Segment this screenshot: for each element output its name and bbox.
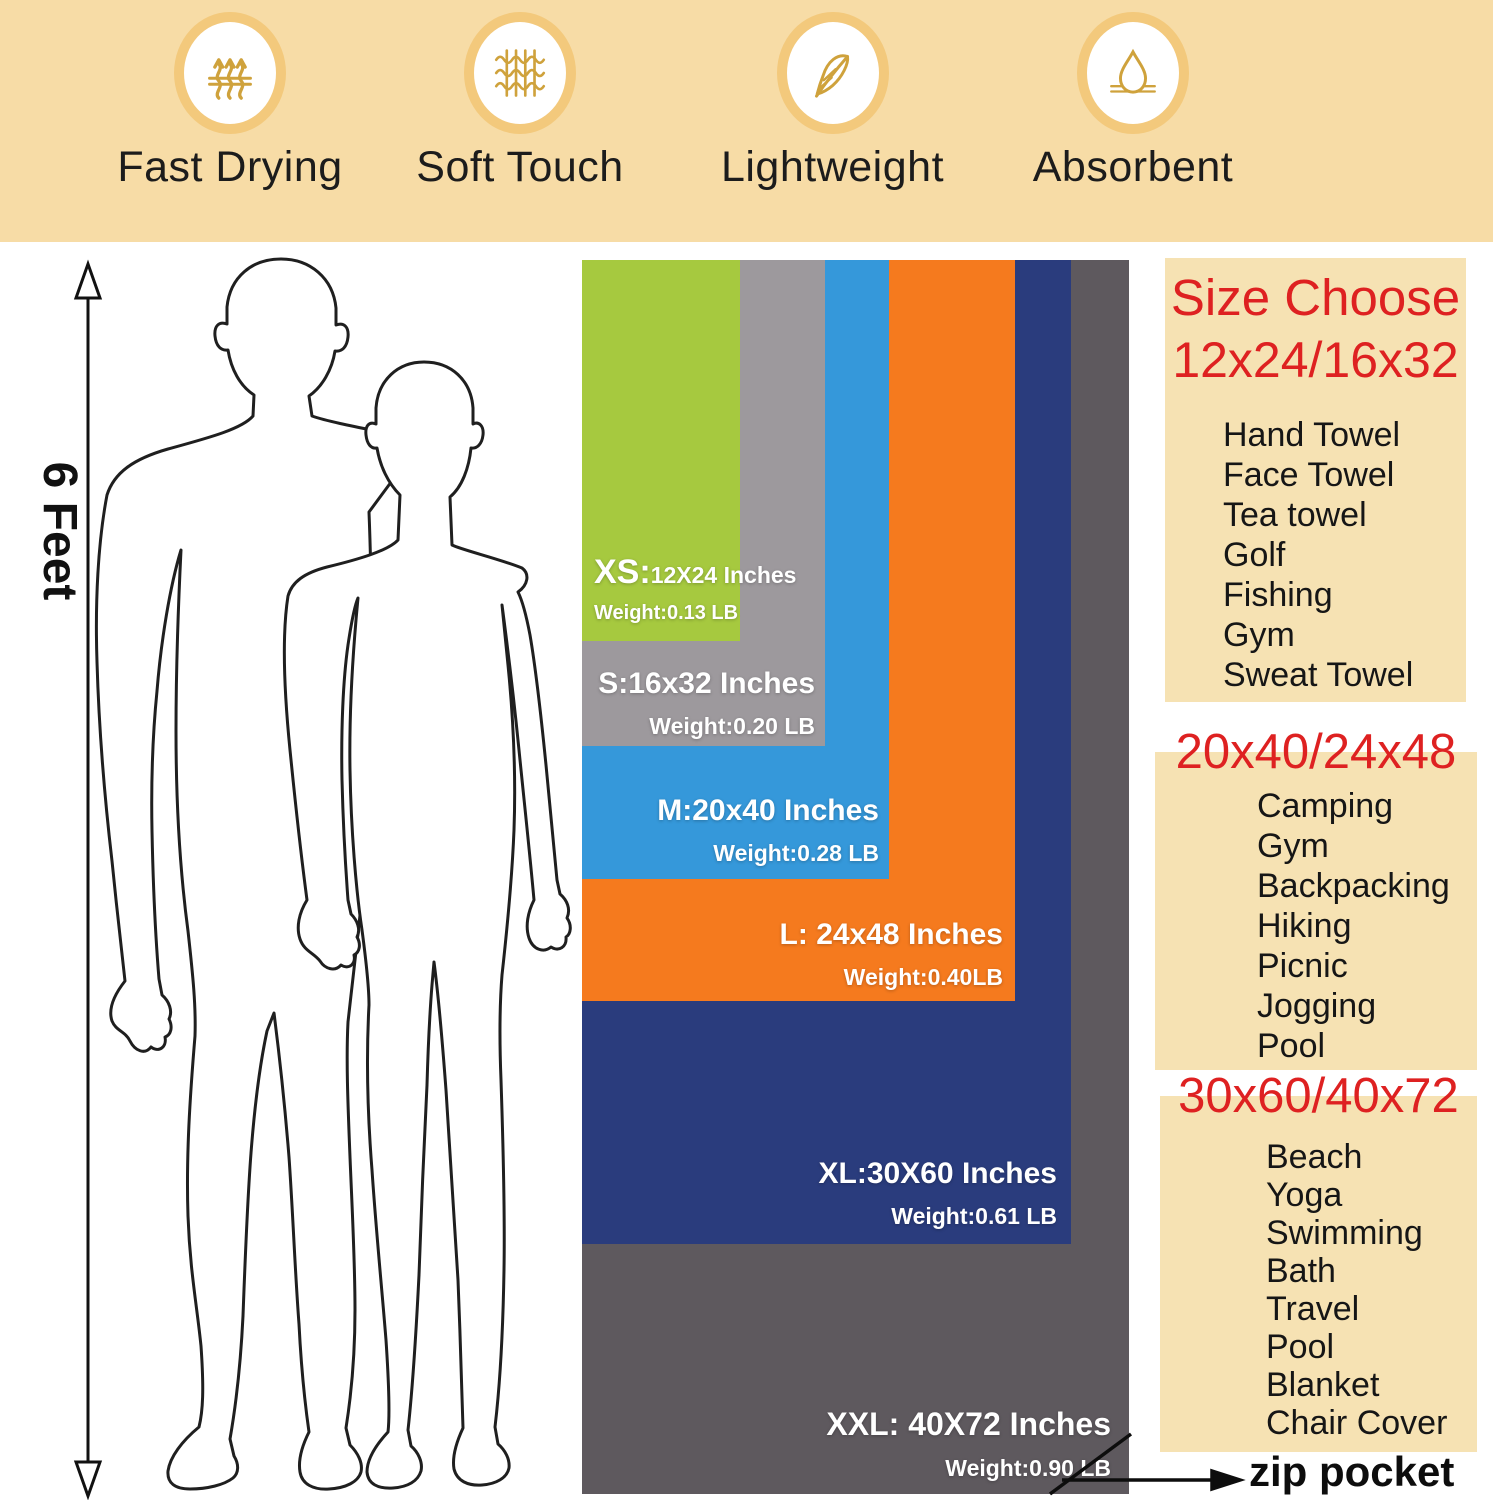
feature-label: Lightweight bbox=[720, 143, 945, 191]
size-uses-box-large: 30x60/40x72 Beach Yoga Swimming Bath Tra… bbox=[1160, 1069, 1477, 1452]
list-item: Backpacking bbox=[1257, 867, 1450, 905]
list-item: Pool bbox=[1257, 1027, 1326, 1065]
water-drop-icon bbox=[1110, 48, 1156, 94]
list-item: Hiking bbox=[1257, 907, 1352, 945]
list-item: Travel bbox=[1266, 1290, 1360, 1328]
feature-label: Fast Drying bbox=[117, 143, 343, 191]
absorbent-badge bbox=[1077, 12, 1189, 134]
feature-absorbent: Absorbent bbox=[1008, 0, 1258, 242]
zip-pocket-label: zip pocket bbox=[1249, 1448, 1455, 1495]
feature-label: Absorbent bbox=[1032, 143, 1234, 191]
list-item: Picnic bbox=[1257, 947, 1348, 985]
zip-pocket-pointer bbox=[1048, 1432, 1246, 1496]
woman-outline-figure bbox=[282, 360, 572, 1490]
list-item: Swimming bbox=[1266, 1214, 1423, 1252]
size-group-heading: 20x40/24x48 bbox=[1175, 725, 1457, 779]
list-item: Gym bbox=[1257, 827, 1329, 865]
height-label: 6 Feet bbox=[33, 462, 86, 601]
six-feet-arrow bbox=[73, 259, 103, 1500]
list-item: Chair Cover bbox=[1266, 1404, 1448, 1442]
size-uses-box-small: Size Choose 12x24/16x32 Hand Towel Face … bbox=[1165, 258, 1466, 702]
list-item: Face Towel bbox=[1223, 456, 1395, 494]
fast-drying-badge bbox=[174, 12, 286, 134]
panel-title: Size Choose bbox=[1170, 269, 1461, 326]
list-item: Hand Towel bbox=[1223, 416, 1401, 454]
list-item: Jogging bbox=[1257, 987, 1377, 1025]
list-item: Sweat Towel bbox=[1223, 656, 1414, 694]
towel-label-xl: XL:30X60 Inches Weight:0.61 LB bbox=[818, 1157, 1057, 1229]
size-group-heading: 12x24/16x32 bbox=[1172, 332, 1459, 388]
lightweight-badge bbox=[776, 12, 889, 134]
features-banner: Fast Drying Soft Touch Li bbox=[0, 0, 1493, 242]
feather-icon bbox=[814, 54, 849, 98]
list-item: Beach bbox=[1266, 1138, 1363, 1176]
feature-lightweight: Lightweight bbox=[705, 0, 960, 242]
height-comparison-figures: 6 Feet bbox=[33, 257, 572, 1500]
list-item: Fishing bbox=[1223, 576, 1333, 614]
list-item: Gym bbox=[1223, 616, 1295, 654]
use-list: Beach Yoga Swimming Bath Travel Pool Bla… bbox=[1266, 1138, 1477, 1442]
heat-arrows-icon bbox=[208, 58, 252, 100]
list-item: Pool bbox=[1266, 1328, 1335, 1366]
use-list: Camping Gym Backpacking Hiking Picnic Jo… bbox=[1257, 786, 1477, 1066]
size-uses-box-medium: 20x40/24x48 Camping Gym Backpacking Hiki… bbox=[1155, 725, 1477, 1070]
list-item: Golf bbox=[1223, 536, 1286, 574]
fabric-weave-icon bbox=[494, 49, 546, 97]
feature-fast-drying: Fast Drying bbox=[85, 0, 375, 242]
towel-label-xs: XS:12X24 Inches Weight:0.13 LB bbox=[594, 553, 797, 624]
list-item: Yoga bbox=[1266, 1176, 1343, 1214]
feature-label: Soft Touch bbox=[416, 143, 624, 191]
list-item: Bath bbox=[1266, 1252, 1336, 1290]
soft-touch-badge bbox=[464, 12, 576, 134]
feature-soft-touch: Soft Touch bbox=[395, 0, 645, 242]
towel-label-s: S:16x32 Inches Weight:0.20 LB bbox=[598, 667, 815, 739]
use-list: Hand Towel Face Towel Tea towel Golf Fis… bbox=[1223, 415, 1466, 695]
towel-rect-xs: XS:12X24 Inches Weight:0.13 LB bbox=[582, 260, 797, 641]
list-item: Tea towel bbox=[1223, 496, 1367, 534]
towel-label-m: M:20x40 Inches Weight:0.28 LB bbox=[657, 794, 879, 866]
size-group-heading: 30x60/40x72 bbox=[1178, 1069, 1459, 1123]
towel-label-l: L: 24x48 Inches Weight:0.40LB bbox=[779, 918, 1003, 990]
list-item: Camping bbox=[1257, 787, 1394, 825]
list-item: Blanket bbox=[1266, 1366, 1380, 1404]
